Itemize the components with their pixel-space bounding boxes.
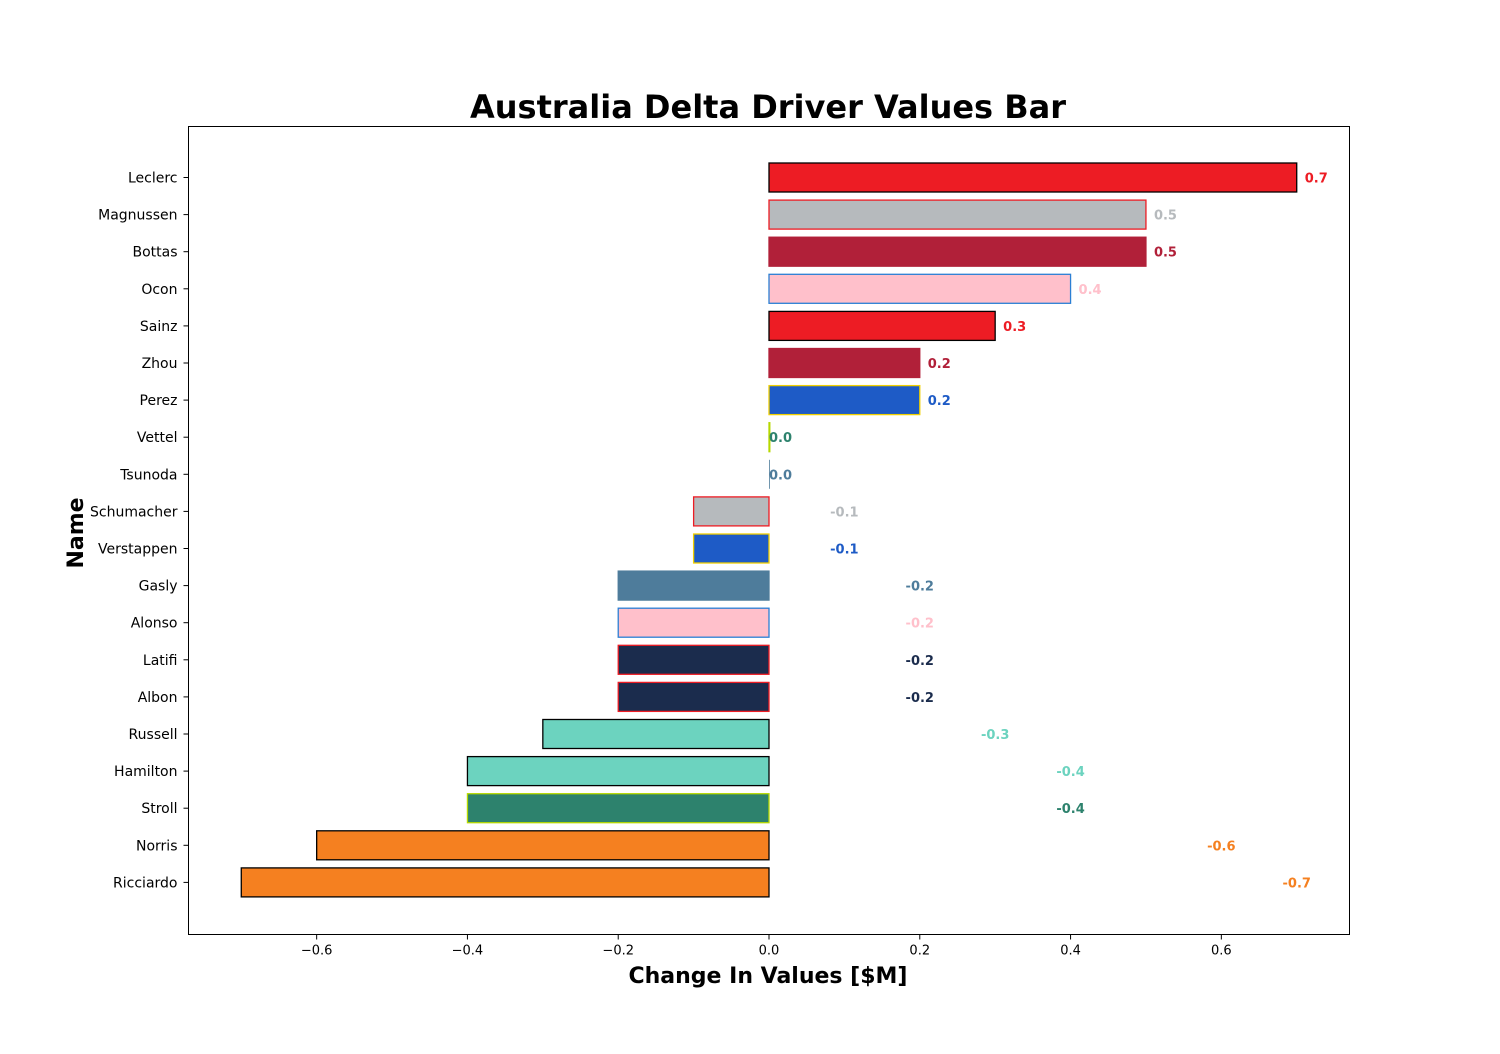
bar <box>769 459 770 489</box>
bar <box>240 867 770 898</box>
x-tick-label: 0.4 <box>1060 944 1081 959</box>
x-tick-label: 0.2 <box>909 944 930 959</box>
y-tick-label: Albon <box>138 690 178 706</box>
data-label: -0.2 <box>906 654 934 669</box>
y-tick-label: Stroll <box>141 801 177 817</box>
data-label: -0.2 <box>906 691 934 706</box>
y-tick-label: Schumacher <box>90 504 178 520</box>
x-tick-label: 0.6 <box>1211 944 1232 959</box>
data-label: 0.5 <box>1154 209 1177 224</box>
bar <box>316 830 770 861</box>
data-label: -0.1 <box>830 543 858 558</box>
plot-frame <box>188 126 1350 935</box>
bar <box>768 347 921 379</box>
chart-marks: −0.6 −0.4 −0.2 0.0 0.2 0.4 0.6 Leclerc 0.7 Magnus… <box>90 162 1328 959</box>
data-label: 0.3 <box>1003 320 1026 335</box>
bar <box>768 384 921 416</box>
x-tick-label: −0.2 <box>602 944 634 959</box>
y-tick-label: Verstappen <box>98 542 177 558</box>
x-tick-label: −0.4 <box>452 944 484 959</box>
data-label: -0.4 <box>1056 802 1084 817</box>
data-label: -0.2 <box>906 580 934 595</box>
y-tick-label: Vettel <box>137 430 178 446</box>
y-tick-label: Alonso <box>131 616 178 632</box>
data-label: -0.2 <box>906 617 934 632</box>
bar <box>617 570 770 601</box>
bar <box>617 607 770 638</box>
y-tick-label: Bottas <box>132 245 177 261</box>
y-axis-label: Name <box>64 497 89 568</box>
bar <box>692 533 770 564</box>
data-label: 0.2 <box>928 357 951 372</box>
data-label: -0.7 <box>1283 876 1311 891</box>
data-label: 0.5 <box>1154 246 1177 261</box>
bar <box>768 162 1298 193</box>
data-label: -0.1 <box>830 505 858 520</box>
y-tick-label: Norris <box>136 838 178 854</box>
y-tick-label: Ricciardo <box>113 875 177 891</box>
bar <box>768 273 1072 304</box>
y-tick-label: Gasly <box>139 579 178 595</box>
data-label: 0.0 <box>769 431 792 446</box>
chart-title: Australia Delta Driver Values Bar <box>470 88 1066 126</box>
bar <box>542 718 770 750</box>
x-tick-label: 0.0 <box>759 944 780 959</box>
data-label: 0.2 <box>928 394 951 409</box>
x-tick-label: −0.6 <box>301 944 333 959</box>
y-tick-label: Magnussen <box>98 208 177 224</box>
y-tick-label: Zhou <box>142 356 178 372</box>
data-label: -0.6 <box>1207 839 1235 854</box>
y-tick-label: Perez <box>140 393 178 409</box>
data-label: 0.7 <box>1305 172 1328 187</box>
bar <box>768 199 1147 230</box>
bar <box>617 644 770 675</box>
y-tick-label: Sainz <box>140 319 178 335</box>
bar <box>466 793 770 824</box>
y-tick-label: Tsunoda <box>119 467 177 483</box>
y-tick-label: Ocon <box>141 282 177 298</box>
y-tick-label: Hamilton <box>114 764 177 780</box>
bar <box>617 681 770 713</box>
bar <box>768 236 1147 267</box>
data-label: -0.3 <box>981 728 1009 743</box>
data-label: -0.4 <box>1056 765 1084 780</box>
data-label: 0.4 <box>1079 283 1102 298</box>
bar <box>768 422 771 453</box>
bar <box>692 496 770 527</box>
y-tick-label: Latifi <box>143 653 178 669</box>
data-label: 0.0 <box>769 468 792 483</box>
x-axis-label: Change In Values [$M] <box>628 964 907 989</box>
y-tick-label: Leclerc <box>128 171 178 187</box>
bar <box>466 755 770 787</box>
bar <box>768 310 996 342</box>
y-tick-label: Russell <box>129 727 178 743</box>
